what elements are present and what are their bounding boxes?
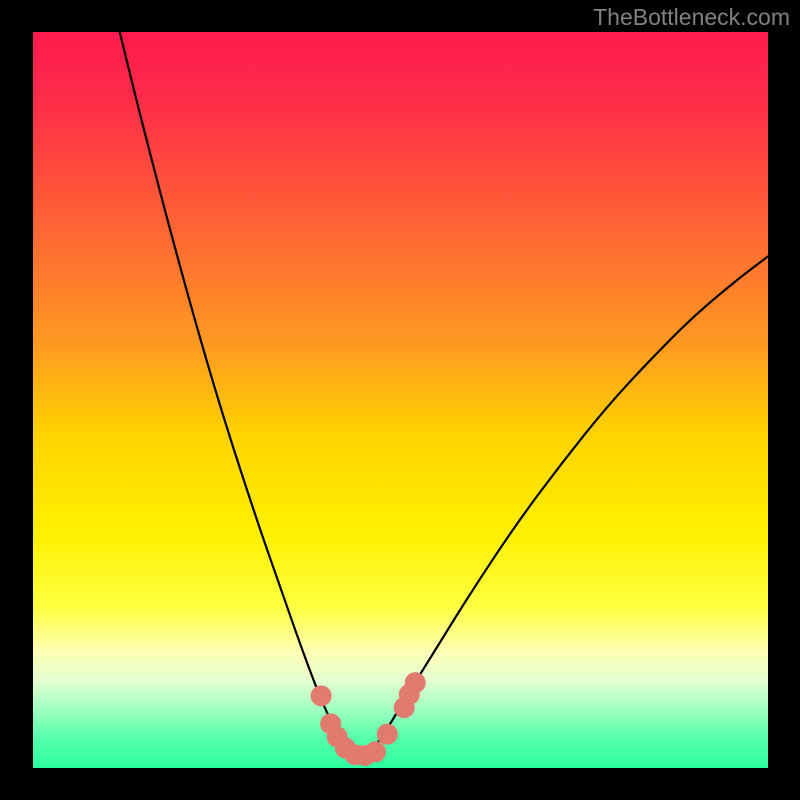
- watermark-text: TheBottleneck.com: [593, 4, 790, 31]
- trough-marker: [377, 724, 397, 744]
- chart-stage: TheBottleneck.com: [0, 0, 800, 800]
- trough-marker: [405, 673, 425, 693]
- trough-marker: [366, 742, 386, 762]
- curve-layer: [33, 32, 768, 768]
- trough-marker: [311, 686, 331, 706]
- trough-markers: [311, 673, 425, 766]
- plot-area: [33, 32, 768, 768]
- bottleneck-curve: [120, 32, 768, 756]
